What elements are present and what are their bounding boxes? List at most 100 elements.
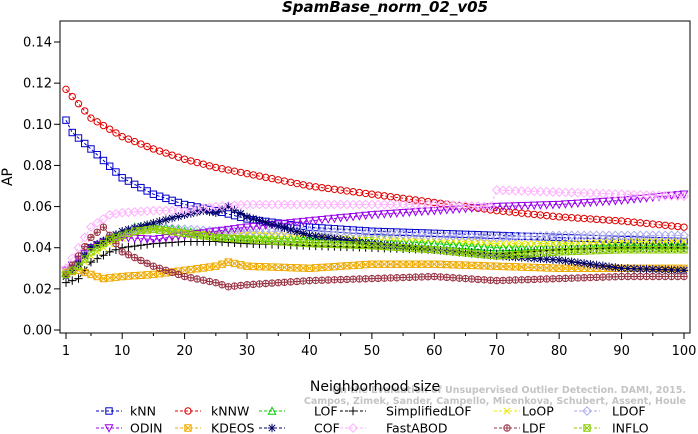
data-point-ldof: [479, 232, 490, 242]
data-point-ldf-cross: [393, 274, 401, 281]
data-point-ldf-cross: [562, 275, 569, 282]
data-point-loop: [493, 240, 501, 248]
data-point-ldf: [649, 272, 657, 281]
data-point-odin: [292, 218, 302, 227]
data-point-ldf-cross: [268, 279, 276, 287]
data-point-inflo: [74, 262, 83, 270]
data-point-loop: [611, 238, 619, 246]
data-point-ldf-cross: [568, 274, 575, 282]
data-point-ldf: [399, 273, 407, 282]
data-point-knn: [124, 177, 133, 185]
data-point-inflo: [99, 239, 108, 248]
data-point-ldf-cross: [668, 273, 675, 280]
data-point-ldf: [468, 275, 476, 283]
legend-item-ldf: LDF: [494, 421, 546, 434]
data-point-loop: [680, 237, 688, 246]
y-tick-label: 0.06: [23, 200, 52, 215]
series-fastabod: [61, 185, 689, 274]
data-point-knnw: [81, 107, 89, 115]
data-point-odin: [542, 201, 552, 210]
data-point-ldf-cross: [512, 276, 519, 284]
data-point-cof: [323, 233, 333, 243]
data-point-inflo: [105, 235, 114, 244]
data-point-ldf-cross: [549, 275, 557, 282]
data-point-odin: [236, 224, 246, 233]
data-point-cof: [505, 252, 514, 261]
data-point-kdeos: [280, 263, 289, 272]
data-point-ldf-cross: [443, 274, 450, 281]
data-point-knnw: [137, 140, 145, 148]
data-point-ldf-cross: [618, 273, 625, 280]
legend: kNN kNNW LOF SimplifiedLOF LoOP LDOF ODIN KDEOS…: [96, 404, 649, 434]
data-point-ldf-cross: [256, 280, 263, 288]
data-point-cof: [386, 241, 395, 250]
data-point-odin: [136, 234, 146, 244]
data-point-fastabod: [454, 200, 465, 211]
data-point-fastabod: [597, 188, 608, 199]
data-point-odin: [329, 214, 339, 224]
data-point-cof: [561, 256, 570, 266]
data-point-ldf-cross: [87, 234, 95, 241]
data-point-ldf-cross: [481, 276, 488, 284]
data-point-ldof: [410, 229, 421, 240]
data-point-ldf: [224, 283, 233, 291]
legend-marker: [503, 407, 511, 415]
data-point-cof: [554, 255, 564, 265]
data-point-ldof: [466, 231, 477, 242]
data-point-ldf: [99, 223, 108, 231]
data-point-odin: [510, 202, 520, 211]
data-point-ldf: [162, 266, 170, 275]
y-tick-label: 0.04: [23, 241, 52, 256]
data-point-ldf: [636, 272, 645, 281]
data-point-fastabod: [548, 187, 558, 197]
data-point-knnw: [105, 125, 114, 133]
data-point-inflo: [124, 229, 133, 238]
data-point-ldf-cross: [318, 277, 326, 284]
y-tick-label: 0.08: [23, 159, 52, 174]
data-point-ldf-cross: [437, 273, 444, 281]
data-point-ldf: [674, 272, 682, 281]
data-point-odin: [642, 194, 652, 203]
data-point-odin: [392, 209, 402, 218]
data-point-cof: [629, 264, 639, 273]
data-point-cof: [611, 263, 620, 272]
data-point-ldf: [630, 272, 638, 281]
data-point-cof: [167, 213, 177, 223]
data-point-cof: [161, 215, 171, 224]
data-point-odin: [429, 206, 439, 216]
data-point-odin: [386, 209, 396, 219]
legend-item-cof: COF: [259, 421, 340, 434]
data-point-ldf: [249, 280, 257, 289]
plot-frame: [59, 20, 691, 334]
data-point-loop: [649, 237, 657, 246]
data-point-loop: [561, 239, 569, 247]
data-point-ldf: [580, 274, 588, 282]
data-point-ldof: [679, 230, 689, 241]
y-tick-label: 0.10: [23, 118, 52, 133]
legend-item-fastabod: FastABOD: [340, 421, 448, 434]
series-line-knnw: [65, 88, 685, 228]
data-point-ldof: [366, 228, 377, 239]
data-point-odin: [323, 215, 333, 224]
data-point-fastabod: [429, 199, 440, 210]
data-point-fastabod: [98, 214, 109, 224]
data-point-ldf: [149, 262, 158, 270]
plot-area: [61, 85, 689, 291]
data-point-ldf: [112, 239, 120, 248]
data-point-ldf-cross: [530, 276, 538, 283]
data-point-kdeos: [93, 272, 101, 281]
legend-label: ODIN: [130, 421, 163, 434]
data-point-ldf: [268, 279, 276, 287]
data-point-knn: [105, 162, 114, 170]
data-point-ldf-cross: [680, 273, 688, 280]
data-point-loop: [536, 240, 544, 248]
x-tick-label: 50: [364, 344, 381, 359]
data-point-ldf-cross: [599, 273, 607, 281]
data-point-simplifiedlof: [99, 251, 108, 260]
legend-label: INFLO: [612, 421, 649, 434]
series-line-knn: [65, 119, 685, 242]
data-point-cof: [274, 221, 283, 231]
data-point-ldf: [474, 275, 482, 284]
data-point-knnw: [93, 118, 101, 126]
series-line-fastabod: [65, 189, 685, 269]
